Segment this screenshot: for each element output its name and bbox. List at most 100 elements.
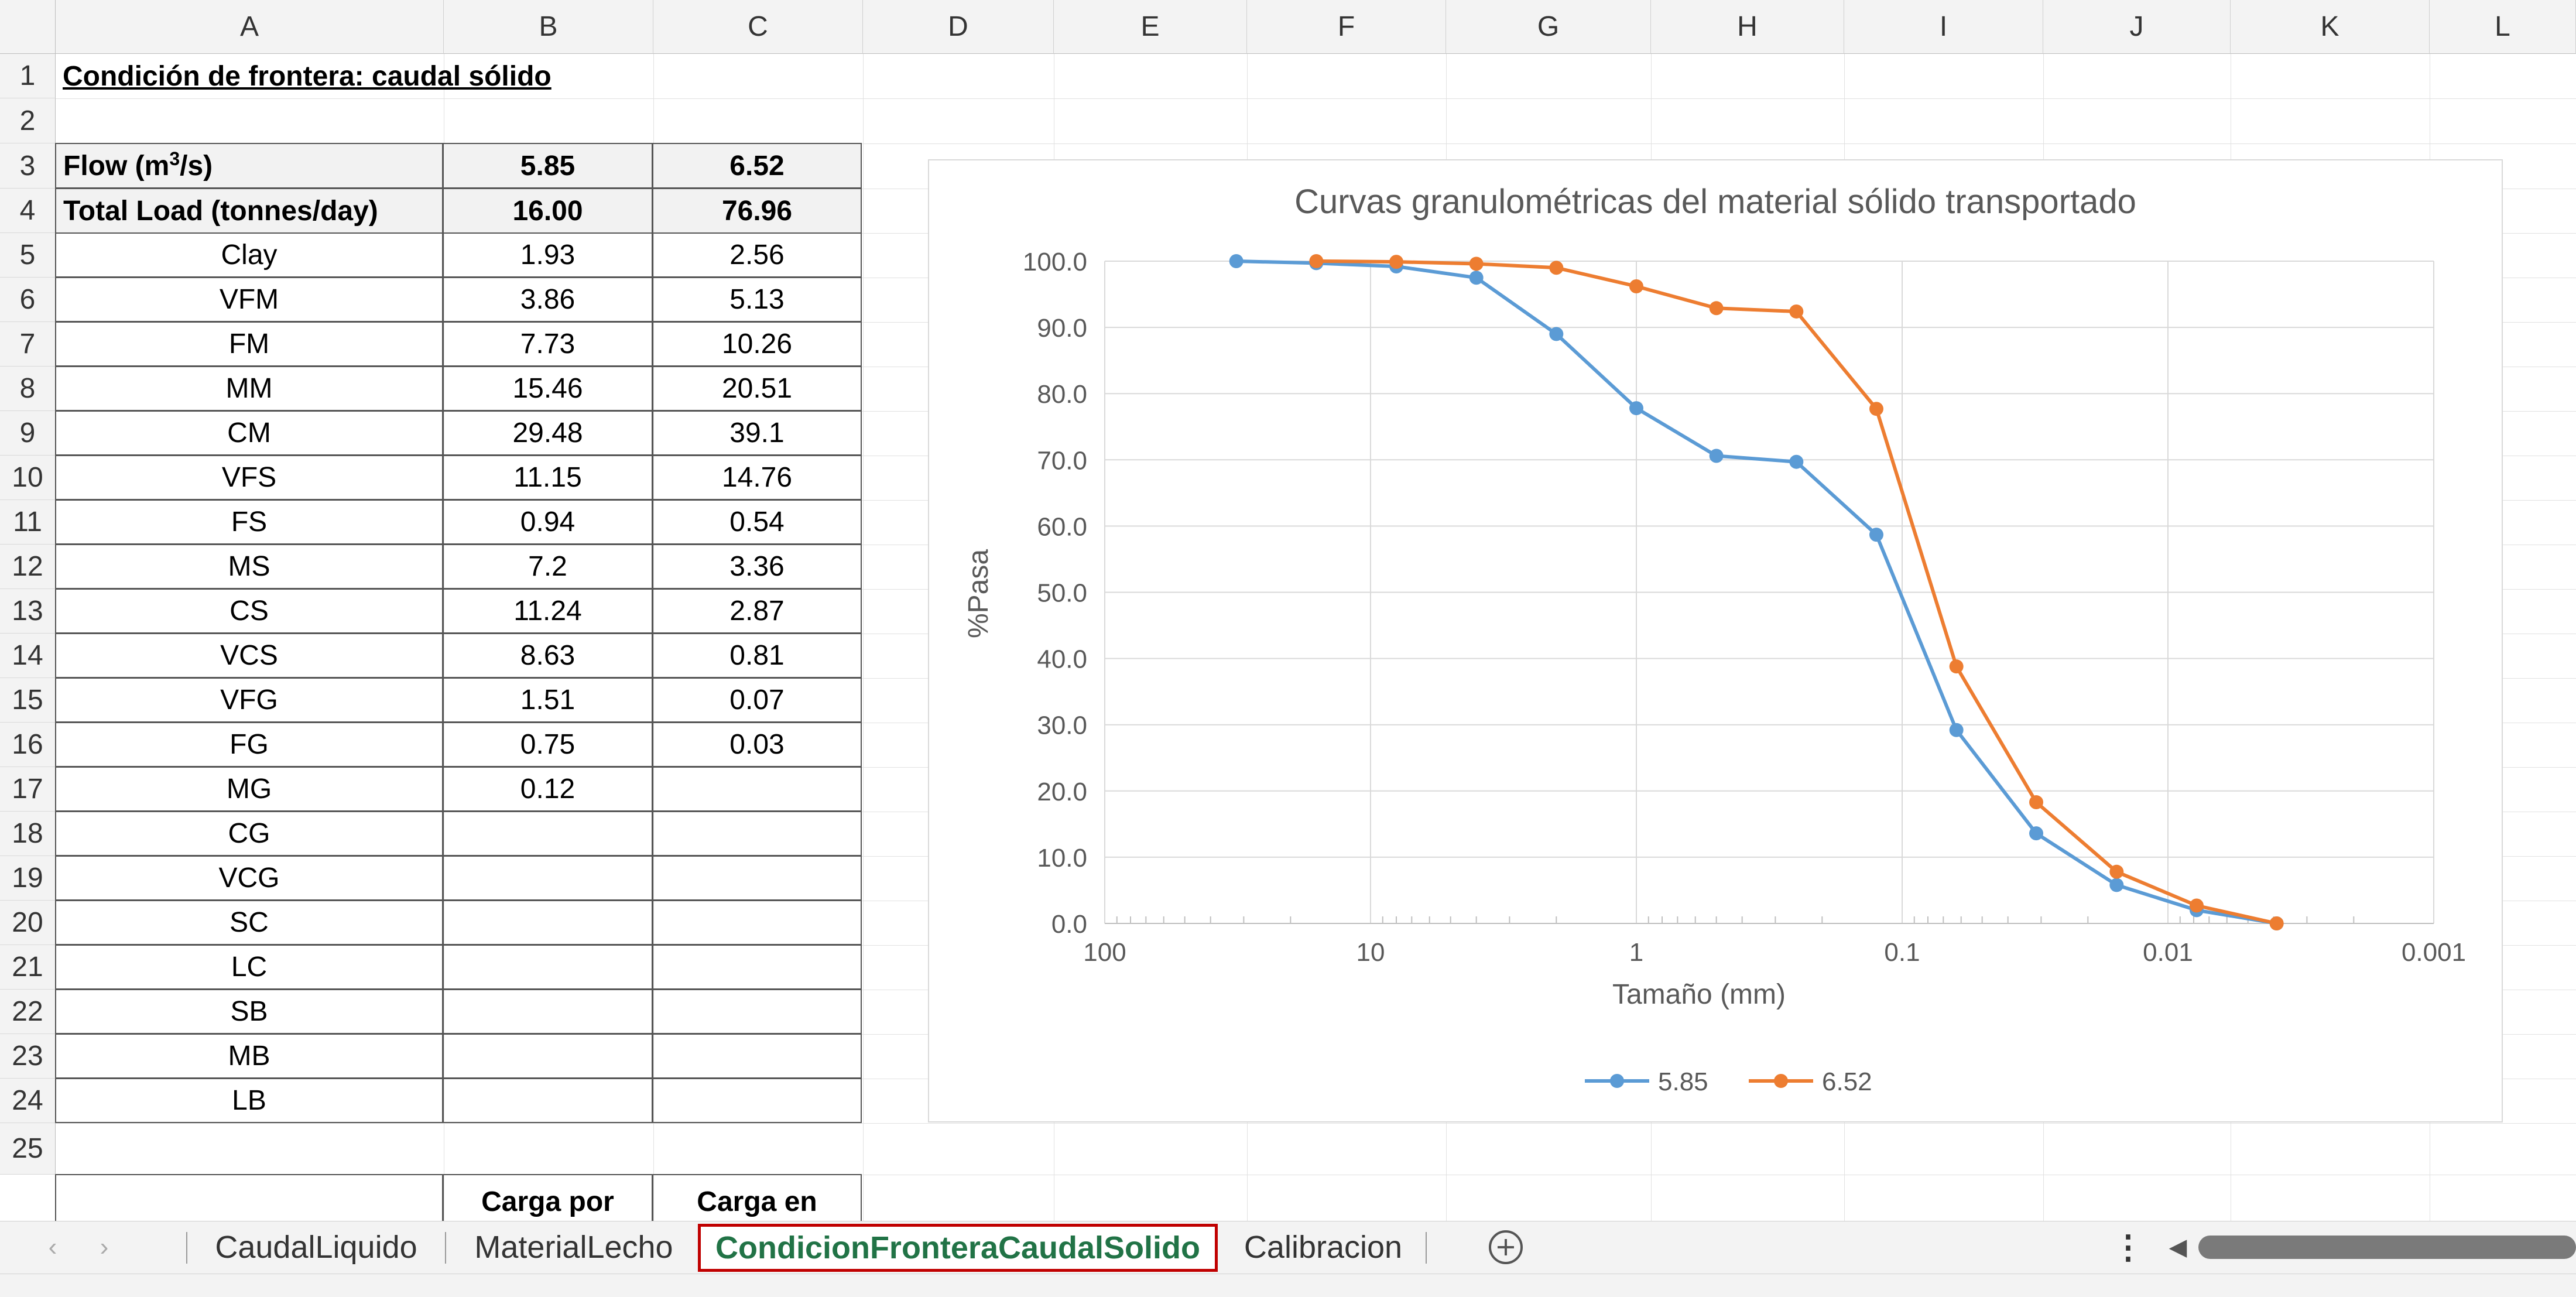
- fraction-value-b-cell[interactable]: 1.51: [443, 677, 653, 723]
- fraction-value-c-cell[interactable]: 5.13: [652, 277, 862, 322]
- row-header-8[interactable]: 8: [0, 367, 56, 411]
- fraction-value-c-cell[interactable]: 20.51: [652, 366, 862, 411]
- column-header-h[interactable]: H: [1651, 0, 1844, 54]
- fraction-value-c-cell[interactable]: 0.07: [652, 677, 862, 723]
- column-header-a[interactable]: A: [56, 0, 444, 54]
- fraction-value-c-cell[interactable]: 0.81: [652, 633, 862, 678]
- column-header-g[interactable]: G: [1446, 0, 1651, 54]
- fraction-value-b-cell[interactable]: 11.24: [443, 588, 653, 634]
- flow-value-c[interactable]: 6.52: [652, 143, 862, 189]
- vertical-ellipsis-icon[interactable]: ⋮: [2112, 1228, 2145, 1265]
- fraction-value-b-cell[interactable]: [443, 1034, 653, 1079]
- fraction-name-cell[interactable]: MS: [55, 544, 443, 589]
- fraction-value-b-cell[interactable]: 11.15: [443, 455, 653, 500]
- fraction-value-b-cell[interactable]: 29.48: [443, 410, 653, 456]
- flow-label-cell[interactable]: Flow (m3/s): [55, 143, 443, 189]
- fraction-name-cell[interactable]: VCS: [55, 633, 443, 678]
- fraction-name-cell[interactable]: MG: [55, 766, 443, 812]
- column-header-j[interactable]: J: [2043, 0, 2231, 54]
- fraction-value-c-cell[interactable]: [652, 989, 862, 1034]
- fraction-name-cell[interactable]: LB: [55, 1078, 443, 1123]
- chevron-right-icon[interactable]: ›: [100, 1233, 109, 1261]
- row-header-17[interactable]: 17: [0, 767, 56, 812]
- row-header-14[interactable]: 14: [0, 634, 56, 678]
- column-header-f[interactable]: F: [1247, 0, 1446, 54]
- row-header-20[interactable]: 20: [0, 901, 56, 945]
- fraction-value-c-cell[interactable]: 0.03: [652, 722, 862, 767]
- fraction-value-c-cell[interactable]: [652, 766, 862, 812]
- fraction-value-b-cell[interactable]: 3.86: [443, 277, 653, 322]
- fraction-value-c-cell[interactable]: 2.56: [652, 232, 862, 278]
- fraction-value-b-cell[interactable]: [443, 900, 653, 945]
- flow-value-b[interactable]: 5.85: [443, 143, 653, 189]
- fraction-name-cell[interactable]: VFS: [55, 455, 443, 500]
- column-header-i[interactable]: I: [1844, 0, 2043, 54]
- fraction-value-b-cell[interactable]: 8.63: [443, 633, 653, 678]
- fraction-value-b-cell[interactable]: 0.12: [443, 766, 653, 812]
- fraction-value-c-cell[interactable]: [652, 1034, 862, 1079]
- fraction-name-cell[interactable]: LC: [55, 944, 443, 990]
- row-header-10[interactable]: 10: [0, 456, 56, 500]
- fraction-name-cell[interactable]: VCG: [55, 855, 443, 901]
- row-header-3[interactable]: 3: [0, 143, 56, 189]
- column-header-d[interactable]: D: [863, 0, 1054, 54]
- column-header-b[interactable]: B: [444, 0, 653, 54]
- row-header-6[interactable]: 6: [0, 278, 56, 322]
- fraction-value-c-cell[interactable]: 0.54: [652, 499, 862, 545]
- row-header-5[interactable]: 5: [0, 233, 56, 278]
- fraction-name-cell[interactable]: MM: [55, 366, 443, 411]
- total-load-label-cell[interactable]: Total Load (tonnes/day): [55, 188, 443, 234]
- fraction-value-c-cell[interactable]: 2.87: [652, 588, 862, 634]
- row-header-4[interactable]: 4: [0, 189, 56, 233]
- column-header-e[interactable]: E: [1054, 0, 1247, 54]
- total-load-value-b[interactable]: 16.00: [443, 188, 653, 234]
- row26-a-cell[interactable]: [55, 1174, 443, 1221]
- fraction-value-b-cell[interactable]: [443, 1078, 653, 1123]
- fraction-name-cell[interactable]: VFM: [55, 277, 443, 322]
- fraction-value-b-cell[interactable]: [443, 944, 653, 990]
- fraction-value-c-cell[interactable]: [652, 811, 862, 856]
- row26-c-cell[interactable]: Carga en: [652, 1174, 862, 1221]
- sheet-title-cell[interactable]: Condición de frontera: caudal sólido: [56, 54, 641, 98]
- row-header-19[interactable]: 19: [0, 856, 56, 901]
- fraction-value-c-cell[interactable]: [652, 855, 862, 901]
- row-header-7[interactable]: 7: [0, 322, 56, 367]
- row-header-18[interactable]: 18: [0, 812, 56, 856]
- fraction-value-b-cell[interactable]: 0.94: [443, 499, 653, 545]
- horizontal-scrollbar-thumb[interactable]: [2198, 1236, 2576, 1259]
- column-header-c[interactable]: C: [653, 0, 863, 54]
- total-load-value-c[interactable]: 76.96: [652, 188, 862, 234]
- fraction-name-cell[interactable]: Clay: [55, 232, 443, 278]
- fraction-value-b-cell[interactable]: 15.46: [443, 366, 653, 411]
- fraction-value-c-cell[interactable]: [652, 944, 862, 990]
- fraction-value-b-cell[interactable]: 7.2: [443, 544, 653, 589]
- row-header-22[interactable]: 22: [0, 990, 56, 1034]
- tab-calibracion[interactable]: Calibracion: [1244, 1230, 1403, 1265]
- tab-caudalliquido[interactable]: CaudalLiquido: [215, 1230, 417, 1265]
- column-header-l[interactable]: L: [2430, 0, 2576, 54]
- row-header-1[interactable]: 1: [0, 54, 56, 98]
- fraction-name-cell[interactable]: FS: [55, 499, 443, 545]
- row-header-21[interactable]: 21: [0, 945, 56, 990]
- fraction-value-b-cell[interactable]: [443, 811, 653, 856]
- fraction-name-cell[interactable]: FG: [55, 722, 443, 767]
- row-header-23[interactable]: 23: [0, 1034, 56, 1079]
- row26-b-cell[interactable]: Carga por: [443, 1174, 653, 1221]
- row-header-13[interactable]: 13: [0, 589, 56, 634]
- select-all-corner[interactable]: [0, 0, 56, 54]
- fraction-value-c-cell[interactable]: 3.36: [652, 544, 862, 589]
- fraction-value-b-cell[interactable]: [443, 855, 653, 901]
- fraction-name-cell[interactable]: MB: [55, 1034, 443, 1079]
- fraction-name-cell[interactable]: CG: [55, 811, 443, 856]
- fraction-name-cell[interactable]: CS: [55, 588, 443, 634]
- row-header-16[interactable]: 16: [0, 723, 56, 767]
- fraction-name-cell[interactable]: CM: [55, 410, 443, 456]
- fraction-name-cell[interactable]: VFG: [55, 677, 443, 723]
- triangle-left-icon[interactable]: ◀: [2169, 1234, 2187, 1260]
- fraction-value-b-cell[interactable]: 0.75: [443, 722, 653, 767]
- fraction-value-c-cell[interactable]: 10.26: [652, 321, 862, 367]
- fraction-name-cell[interactable]: SB: [55, 989, 443, 1034]
- row-header-2[interactable]: 2: [0, 98, 56, 143]
- row-header-12[interactable]: 12: [0, 545, 56, 589]
